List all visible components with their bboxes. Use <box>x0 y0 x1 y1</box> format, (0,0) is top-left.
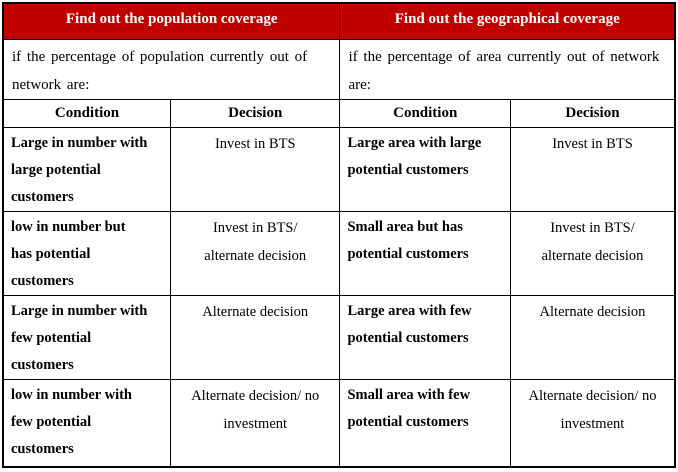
decision-cell: Invest in BTS/ alternate decision <box>509 210 676 296</box>
geographical-intro-text: if the percentage of area currently out … <box>339 38 676 100</box>
geographical-condition-header: Condition <box>339 98 511 128</box>
table-row: Large in number with few potential custo… <box>2 294 676 380</box>
table-row: Large in number with large potential cus… <box>2 126 676 212</box>
column-header-row: Condition Decision Condition Decision <box>2 98 676 128</box>
condition-cell: Large in number with large potential cus… <box>2 126 171 212</box>
population-intro-text: if the percentage of population currentl… <box>2 38 341 100</box>
geographical-decision-header: Decision <box>509 98 676 128</box>
condition-cell: Small area but has potential customers <box>339 210 511 296</box>
decision-cell: Invest in BTS <box>509 126 676 212</box>
condition-cell: Large area with few potential customers <box>339 294 511 380</box>
condition-cell: Large in number with few potential custo… <box>2 294 171 380</box>
table-row: low in number but has potential customer… <box>2 210 676 296</box>
decision-cell: Alternate decision/ no investment <box>509 378 676 468</box>
decision-cell: Invest in BTS/ alternate decision <box>169 210 341 296</box>
condition-cell: Large area with large potential customer… <box>339 126 511 212</box>
geographical-section-title: Find out the geographical coverage <box>339 2 676 40</box>
condition-cell: Small area with few potential customers <box>339 378 511 468</box>
decision-cell: Alternate decision <box>509 294 676 380</box>
decision-cell: Alternate decision <box>169 294 341 380</box>
condition-cell: low in number but has potential customer… <box>2 210 171 296</box>
section-title-row: Find out the population coverage Find ou… <box>2 2 676 40</box>
population-condition-header: Condition <box>2 98 171 128</box>
condition-cell: low in number with few potential custome… <box>2 378 171 468</box>
population-section-title: Find out the population coverage <box>2 2 341 40</box>
population-decision-header: Decision <box>169 98 341 128</box>
decision-cell: Alternate decision/ no investment <box>169 378 341 468</box>
table-row: low in number with few potential custome… <box>2 378 676 468</box>
intro-row: if the percentage of population currentl… <box>2 38 676 100</box>
decision-cell: Invest in BTS <box>169 126 341 212</box>
